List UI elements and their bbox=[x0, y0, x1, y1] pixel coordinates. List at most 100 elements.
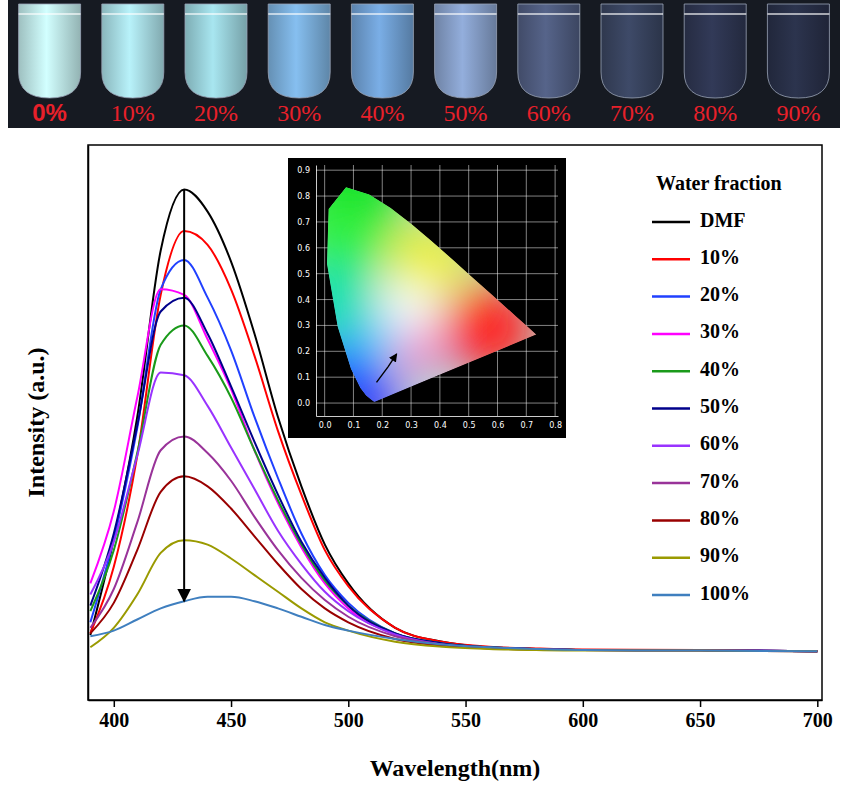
tick: 0.1 bbox=[297, 373, 316, 382]
tick: 700 bbox=[803, 700, 833, 731]
grid-line bbox=[526, 165, 527, 416]
tick-mark bbox=[465, 700, 467, 707]
legend-swatch bbox=[652, 258, 690, 261]
x-axis: 400 450 500 550 600 650 700 bbox=[89, 700, 833, 731]
tick-label: 0.6 bbox=[297, 244, 310, 253]
tick-label: 0.2 bbox=[376, 421, 389, 430]
tick-label: 650 bbox=[686, 709, 716, 731]
tick: 0.4 bbox=[297, 296, 316, 305]
tick-label: 0.1 bbox=[348, 421, 361, 430]
trend-arrow bbox=[183, 189, 185, 601]
tick: 0.3 bbox=[297, 321, 316, 330]
legend-swatch bbox=[652, 370, 690, 373]
vial-label: 70% bbox=[610, 100, 654, 126]
tick: 0.5 bbox=[463, 416, 476, 430]
vial bbox=[435, 4, 497, 98]
grid-line bbox=[316, 170, 558, 171]
tick-label: 450 bbox=[217, 709, 247, 731]
vial bbox=[19, 4, 81, 98]
vial bbox=[767, 4, 829, 98]
vial-meniscus bbox=[268, 13, 330, 15]
legend-swatch bbox=[652, 482, 690, 485]
legend-label: 50% bbox=[700, 395, 740, 417]
tick-label: 0.3 bbox=[297, 321, 310, 330]
tick-label: 0.2 bbox=[297, 347, 310, 356]
spectrum-line bbox=[90, 597, 817, 651]
legend-label: DMF bbox=[700, 209, 746, 231]
tick-mark bbox=[348, 700, 350, 707]
vial-meniscus bbox=[767, 13, 829, 15]
grid-line bbox=[555, 165, 556, 416]
tick: 550 bbox=[451, 700, 481, 731]
legend-label: 60% bbox=[700, 432, 740, 454]
vial bbox=[601, 4, 663, 98]
tick: 600 bbox=[568, 700, 598, 731]
legend-title: Water fraction bbox=[656, 172, 782, 194]
legend-swatch bbox=[652, 333, 690, 336]
tick-label: 550 bbox=[451, 709, 481, 731]
tick-label: 0.7 bbox=[520, 421, 533, 430]
legend-swatch bbox=[652, 594, 690, 597]
tick-label: 500 bbox=[334, 709, 364, 731]
tick: 400 bbox=[99, 700, 129, 731]
legend-label: 100% bbox=[700, 582, 750, 604]
tick-label: 600 bbox=[568, 709, 598, 731]
legend-label: 70% bbox=[700, 470, 740, 492]
tick: 0.0 bbox=[297, 399, 316, 408]
legend-label: 40% bbox=[700, 358, 740, 380]
tick: 450 bbox=[217, 700, 247, 731]
vial-meniscus bbox=[185, 13, 247, 15]
legend-swatch bbox=[652, 295, 690, 298]
tick: 0.0 bbox=[319, 416, 332, 430]
tick-label: 0.8 bbox=[297, 192, 310, 201]
vial bbox=[102, 4, 164, 98]
tick-label: 0.1 bbox=[297, 373, 310, 382]
legend-swatch bbox=[652, 445, 690, 448]
tick-label: 0.5 bbox=[297, 270, 310, 279]
vial-label: 40% bbox=[360, 100, 404, 126]
tick-label: 400 bbox=[99, 709, 129, 731]
tick: 0.9 bbox=[297, 166, 316, 175]
grid-line bbox=[324, 165, 325, 416]
gamut-fill bbox=[316, 165, 536, 416]
tick: 500 bbox=[334, 700, 364, 731]
vial-label: 80% bbox=[693, 100, 737, 126]
vial-meniscus bbox=[19, 13, 81, 15]
legend-label: 90% bbox=[700, 544, 740, 566]
tick: 650 bbox=[686, 700, 716, 731]
legend-label: 10% bbox=[700, 246, 740, 268]
inset-x-axis: 0.00.10.20.30.40.50.60.70.8 bbox=[317, 416, 562, 430]
tick: 0.4 bbox=[434, 416, 447, 430]
tick: 0.3 bbox=[405, 416, 418, 430]
tick: 0.1 bbox=[348, 416, 361, 430]
legend-label: 80% bbox=[700, 507, 740, 529]
inset-marks bbox=[316, 165, 536, 416]
vial-label: 0% bbox=[32, 99, 67, 126]
tick-label: 0.7 bbox=[297, 218, 310, 227]
cie-trajectory bbox=[377, 354, 397, 382]
tick: 0.8 bbox=[297, 192, 316, 201]
inset: 0.00.10.20.30.40.50.60.70.80.00.10.20.30… bbox=[288, 140, 566, 438]
photo-background bbox=[8, 0, 840, 128]
figure: 0%10%20%30%40%50%60%70%80%90%40045050055… bbox=[0, 0, 848, 794]
vial-label: 60% bbox=[527, 100, 571, 126]
legend-label: 20% bbox=[700, 283, 740, 305]
photo-strip: 0%10%20%30%40%50%60%70%80%90% bbox=[8, 0, 840, 128]
vial-meniscus bbox=[684, 13, 746, 15]
tick-label: 0.0 bbox=[319, 421, 332, 430]
tick: 0.8 bbox=[549, 416, 562, 430]
spectrum-line bbox=[90, 540, 817, 651]
vial bbox=[351, 4, 413, 98]
legend-swatch bbox=[652, 221, 690, 224]
tick-label: 0.8 bbox=[549, 421, 562, 430]
tick: 0.6 bbox=[297, 244, 316, 253]
tick-label: 0.9 bbox=[297, 166, 310, 175]
vial-label: 50% bbox=[444, 100, 488, 126]
vial-label: 10% bbox=[111, 100, 155, 126]
axis-line bbox=[317, 416, 559, 417]
plot-frame bbox=[88, 145, 822, 700]
inset-y-axis: 0.0 0.1 0.2 0.3 0.4 0.5 0.6 0.7 0.8 0.9 bbox=[297, 166, 316, 417]
tick-label: 700 bbox=[803, 709, 833, 731]
tick-label: 0.4 bbox=[434, 421, 447, 430]
tick-mark bbox=[231, 700, 233, 707]
